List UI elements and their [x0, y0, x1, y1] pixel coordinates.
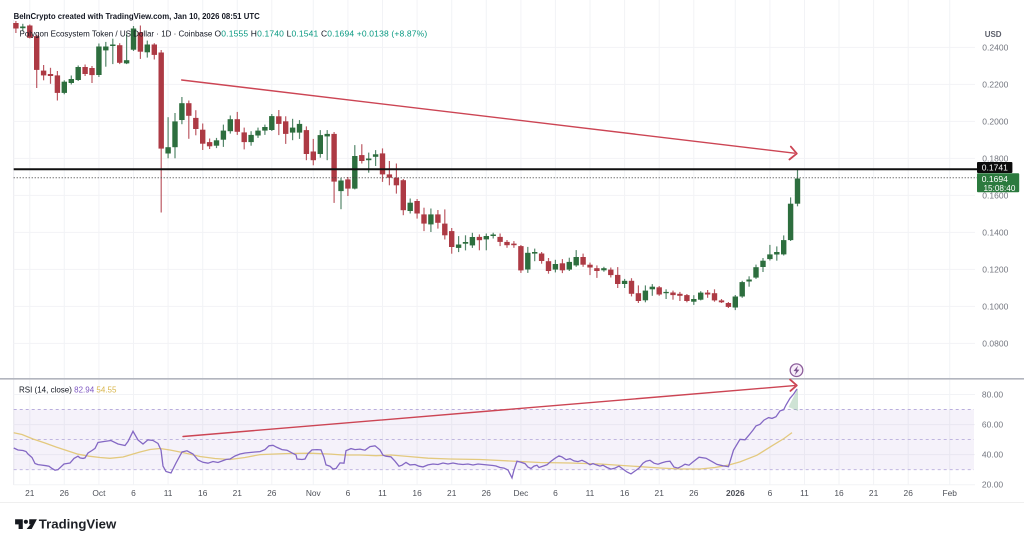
- svg-text:0.1694: 0.1694: [982, 174, 1008, 184]
- svg-text:20.00: 20.00: [982, 480, 1004, 490]
- svg-text:0.1741: 0.1741: [982, 163, 1008, 173]
- svg-text:16: 16: [198, 488, 208, 498]
- svg-text:Feb: Feb: [942, 488, 957, 498]
- svg-text:6: 6: [346, 488, 351, 498]
- svg-text:26: 26: [267, 488, 277, 498]
- svg-text:0.1000: 0.1000: [982, 301, 1008, 311]
- svg-text:26: 26: [904, 488, 914, 498]
- svg-text:0.1800: 0.1800: [982, 153, 1008, 163]
- svg-text:0.1400: 0.1400: [982, 227, 1008, 237]
- svg-text:11: 11: [164, 488, 173, 498]
- svg-text:11: 11: [800, 488, 809, 498]
- svg-text:USD: USD: [985, 30, 1002, 39]
- svg-text:16: 16: [412, 488, 422, 498]
- svg-text:21: 21: [655, 488, 665, 498]
- svg-text:0.2400: 0.2400: [982, 42, 1008, 52]
- svg-text:6: 6: [768, 488, 773, 498]
- svg-text:Dec: Dec: [513, 488, 528, 498]
- svg-text:0.1600: 0.1600: [982, 190, 1008, 200]
- svg-text:26: 26: [689, 488, 699, 498]
- svg-text:40.00: 40.00: [982, 450, 1004, 460]
- svg-text:0.0800: 0.0800: [982, 338, 1008, 348]
- svg-text:0.1200: 0.1200: [982, 264, 1008, 274]
- svg-text:6: 6: [131, 488, 136, 498]
- svg-text:80.00: 80.00: [982, 390, 1004, 400]
- svg-text:Polygon Ecosystem Token / US D: Polygon Ecosystem Token / US Dollar · 1D…: [20, 29, 213, 38]
- svg-text:26: 26: [60, 488, 70, 498]
- svg-text:Nov: Nov: [306, 488, 322, 498]
- svg-text:15:08:40: 15:08:40: [984, 184, 1016, 193]
- svg-text:6: 6: [553, 488, 558, 498]
- svg-text:0.2000: 0.2000: [982, 116, 1008, 126]
- svg-text:BeInCrypto created with Tradin: BeInCrypto created with TradingView.com,…: [14, 12, 260, 21]
- svg-text:Oct: Oct: [92, 488, 106, 498]
- svg-text:0.2200: 0.2200: [982, 79, 1008, 89]
- svg-text:O0.1555 H0.1740 L0.1541 C0.169: O0.1555 H0.1740 L0.1541 C0.1694 +0.0138 …: [215, 28, 428, 38]
- svg-text:11: 11: [378, 488, 387, 498]
- svg-text:16: 16: [620, 488, 630, 498]
- svg-text:21: 21: [869, 488, 879, 498]
- svg-text:26: 26: [482, 488, 492, 498]
- svg-text:21: 21: [233, 488, 243, 498]
- svg-text:TradingView: TradingView: [39, 516, 117, 531]
- svg-text:RSI (14, close) 82.94 54.55: RSI (14, close) 82.94 54.55: [19, 386, 117, 395]
- svg-text:21: 21: [447, 488, 457, 498]
- svg-text:2026: 2026: [726, 488, 745, 498]
- svg-text:11: 11: [586, 488, 595, 498]
- svg-text:16: 16: [834, 488, 844, 498]
- svg-text:21: 21: [25, 488, 35, 498]
- svg-text:60.00: 60.00: [982, 420, 1004, 430]
